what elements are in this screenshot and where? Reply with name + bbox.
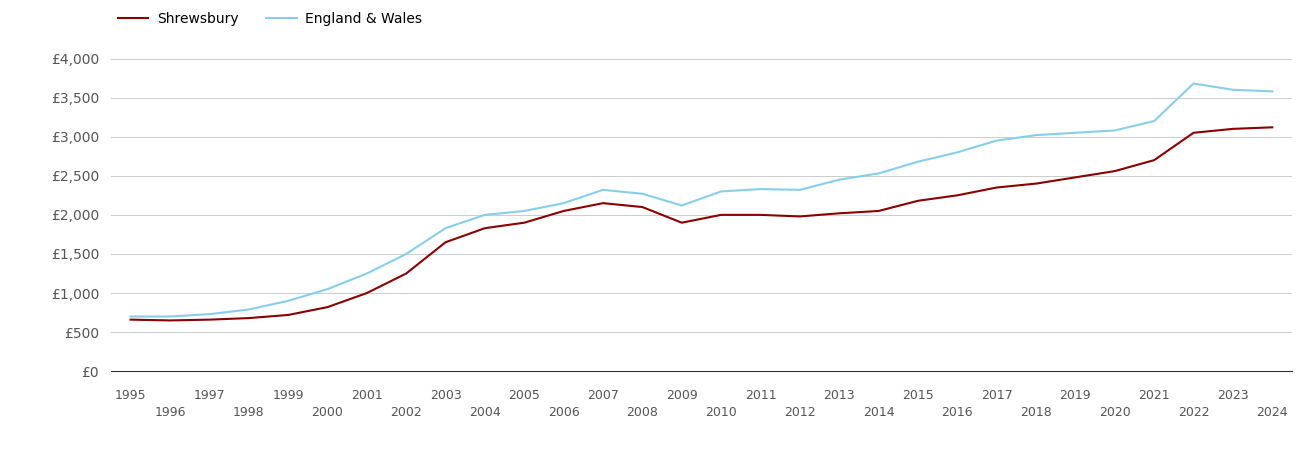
Text: 2007: 2007 [587, 389, 619, 402]
Text: 2009: 2009 [666, 389, 698, 402]
Text: 2003: 2003 [429, 389, 462, 402]
Text: 2021: 2021 [1138, 389, 1171, 402]
Text: 1996: 1996 [154, 406, 185, 419]
Text: 2008: 2008 [626, 406, 658, 419]
Text: 2024: 2024 [1257, 406, 1288, 419]
Text: 2023: 2023 [1218, 389, 1249, 402]
Text: 2019: 2019 [1060, 389, 1091, 402]
Text: 2015: 2015 [902, 389, 934, 402]
Text: 1995: 1995 [115, 389, 146, 402]
Text: 2016: 2016 [941, 406, 974, 419]
Text: 2020: 2020 [1099, 406, 1130, 419]
Text: 2010: 2010 [705, 406, 737, 419]
Text: 2005: 2005 [509, 389, 540, 402]
Text: 2022: 2022 [1177, 406, 1210, 419]
Text: 2001: 2001 [351, 389, 382, 402]
Text: 2006: 2006 [548, 406, 579, 419]
Text: 1999: 1999 [273, 389, 304, 402]
Text: 2011: 2011 [745, 389, 776, 402]
Text: 2013: 2013 [823, 389, 855, 402]
Text: 2018: 2018 [1021, 406, 1052, 419]
Text: 1998: 1998 [232, 406, 265, 419]
Text: 2012: 2012 [784, 406, 816, 419]
Text: 2002: 2002 [390, 406, 422, 419]
Legend: Shrewsbury, England & Wales: Shrewsbury, England & Wales [117, 12, 422, 26]
Text: 2014: 2014 [863, 406, 894, 419]
Text: 2000: 2000 [312, 406, 343, 419]
Text: 1997: 1997 [193, 389, 226, 402]
Text: 2017: 2017 [981, 389, 1013, 402]
Text: 2004: 2004 [468, 406, 501, 419]
